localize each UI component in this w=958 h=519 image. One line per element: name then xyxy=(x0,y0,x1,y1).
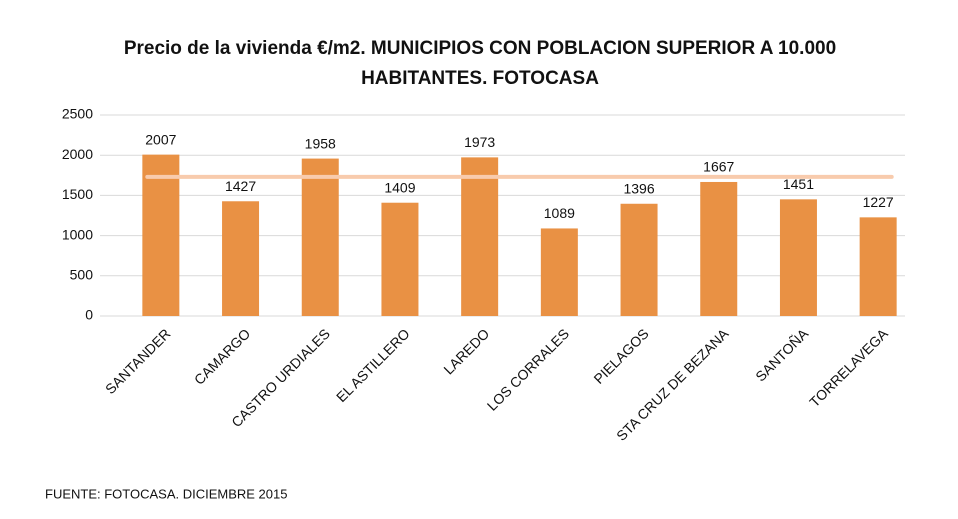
x-tick-label: PIELAGOS xyxy=(590,325,651,386)
x-tick-label: LOS CORRALES xyxy=(484,325,572,413)
data-label: 1667 xyxy=(703,159,734,175)
bar xyxy=(222,201,260,316)
data-label: 1958 xyxy=(305,135,336,151)
bar xyxy=(142,154,180,316)
x-tick-label: SANTANDER xyxy=(102,325,174,397)
bar xyxy=(301,158,339,316)
y-tick-label: 2500 xyxy=(62,106,93,122)
bar xyxy=(381,202,419,316)
bar xyxy=(779,199,817,316)
bar xyxy=(620,203,658,316)
source-note: FUENTE: FOTOCASA. DICIEMBRE 2015 xyxy=(45,486,287,501)
data-label: 2007 xyxy=(145,131,176,147)
x-tick-label: CAMARGO xyxy=(191,325,254,388)
data-label: 1427 xyxy=(225,178,256,194)
chart-title: Precio de la vivienda €/m2. MUNICIPIOS C… xyxy=(123,38,837,89)
bar xyxy=(859,217,897,316)
x-tick-label: EL ASTILLERO xyxy=(333,325,413,405)
x-tick-label: LAREDO xyxy=(440,325,492,377)
x-tick-label: SANTOÑA xyxy=(752,325,811,384)
y-tick-label: 1500 xyxy=(62,186,93,202)
data-label: 1396 xyxy=(623,180,654,196)
data-label: 1451 xyxy=(783,176,814,192)
y-tick-label: 1000 xyxy=(62,226,93,242)
data-label: 1227 xyxy=(863,194,894,210)
bar xyxy=(540,228,578,316)
y-tick-label: 0 xyxy=(85,307,93,323)
bar xyxy=(461,157,499,316)
x-tick-label: TORRELAVEGA xyxy=(806,325,891,410)
data-label: 1409 xyxy=(384,179,415,195)
y-tick-label: 500 xyxy=(70,267,94,283)
data-label: 1973 xyxy=(464,134,495,150)
y-tick-label: 2000 xyxy=(62,146,93,162)
data-label: 1089 xyxy=(544,205,575,221)
bar xyxy=(700,181,738,316)
